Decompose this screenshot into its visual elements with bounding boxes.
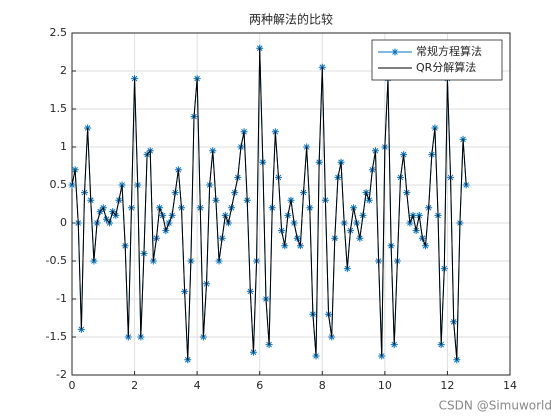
chart-title: 两种解法的比较 — [249, 12, 333, 27]
x-tick-label: 12 — [440, 379, 454, 392]
y-tick-label: -1 — [56, 292, 67, 305]
legend: 常规方程算法 QR分解算法 — [371, 39, 503, 81]
y-tick-label: 2 — [60, 64, 67, 77]
x-tick-label: 2 — [131, 379, 138, 392]
x-tick-label: 8 — [319, 379, 326, 392]
legend-box — [371, 39, 503, 81]
axes-box — [71, 32, 511, 376]
x-tick-label: 6 — [256, 379, 263, 392]
watermark: CSDN @Simuworld — [439, 399, 552, 413]
plot-area — [72, 33, 510, 375]
y-tick-label: 1 — [60, 140, 67, 153]
x-tick-label: 14 — [503, 379, 517, 392]
y-tick-label: -1.5 — [46, 330, 67, 343]
legend-label: QR分解算法 — [416, 60, 476, 74]
y-tick-label: 0 — [60, 216, 67, 229]
series-line — [71, 48, 467, 360]
x-tick-label: 0 — [69, 379, 76, 392]
x-tick-label: 4 — [194, 379, 201, 392]
x-tick-label: 10 — [378, 379, 392, 392]
legend-marker — [391, 48, 399, 56]
legend-label: 常规方程算法 — [416, 44, 482, 58]
y-tick-label: 2.5 — [50, 26, 68, 39]
y-tick-label: -2 — [56, 368, 67, 381]
y-tick-label: 0.5 — [50, 178, 68, 191]
y-tick-label: 1.5 — [50, 102, 68, 115]
y-tick-label: -0.5 — [46, 254, 67, 267]
